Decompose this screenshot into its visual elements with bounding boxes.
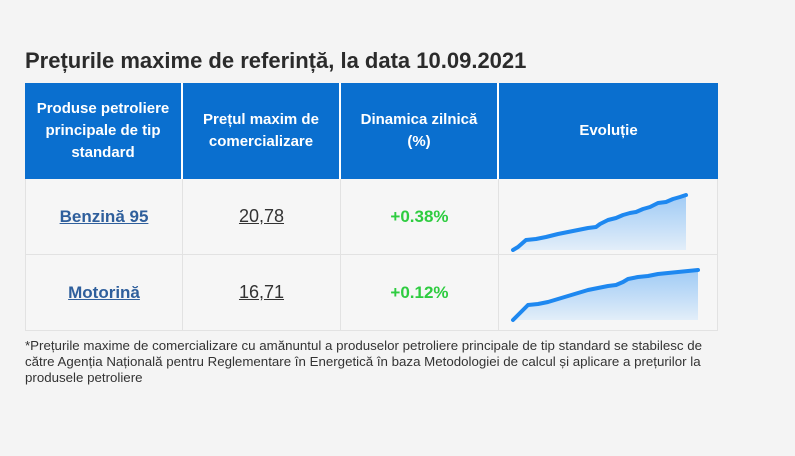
sparkline-line bbox=[511, 267, 700, 322]
max-price[interactable]: 20,78 bbox=[238, 206, 285, 226]
sparkline-line bbox=[511, 192, 688, 252]
product-link-motorina[interactable]: Motorină bbox=[68, 282, 140, 302]
header-evolution: Evoluție bbox=[499, 83, 718, 179]
header-daily-change: Dinamica zilnică (%) bbox=[341, 83, 499, 179]
header-products: Produse petroliere principale de tip sta… bbox=[25, 83, 183, 179]
table-row: Benzină 95 20,78 +0.38% bbox=[25, 179, 718, 255]
sparkline-benzina-95 bbox=[511, 192, 688, 252]
table-header-row: Produse petroliere principale de tip sta… bbox=[25, 83, 718, 179]
max-price[interactable]: 16,71 bbox=[238, 282, 285, 302]
page-title: Prețurile maxime de referință, la data 1… bbox=[25, 48, 527, 73]
footnote: *Prețurile maxime de comercializare cu a… bbox=[25, 338, 703, 385]
sparkline-motorina bbox=[511, 267, 700, 322]
prices-table: Produse petroliere principale de tip sta… bbox=[25, 83, 718, 331]
daily-change: +0.38% bbox=[390, 206, 449, 226]
header-max-price: Prețul maxim de comercializare bbox=[183, 83, 341, 179]
product-link-benzina-95[interactable]: Benzină 95 bbox=[59, 206, 149, 226]
daily-change: +0.12% bbox=[390, 282, 449, 302]
sparkline-area bbox=[513, 269, 698, 320]
table-row: Motorină 16,71 +0.12% bbox=[25, 255, 718, 331]
